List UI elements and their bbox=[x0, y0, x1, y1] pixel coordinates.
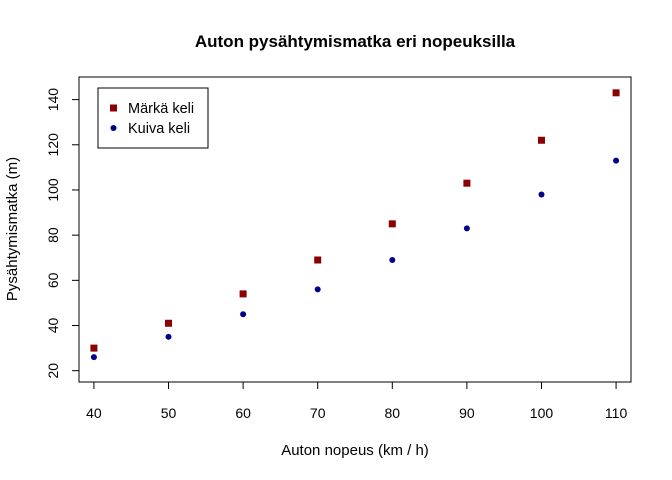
x-tick-label: 70 bbox=[310, 405, 326, 421]
point-marka-keli bbox=[90, 344, 98, 352]
x-tick-label: 80 bbox=[385, 405, 401, 421]
point-marka-keli bbox=[388, 220, 396, 228]
point-kuiva-keli bbox=[165, 333, 172, 340]
legend-box bbox=[97, 87, 209, 149]
data-points bbox=[90, 89, 620, 361]
point-kuiva-keli bbox=[90, 354, 97, 361]
legend-label: Kuiva keli bbox=[128, 121, 190, 137]
y-tick-label: 60 bbox=[45, 272, 61, 288]
point-kuiva-keli bbox=[240, 311, 247, 318]
point-marka-keli bbox=[537, 136, 545, 144]
legend-label: Märkä keli bbox=[128, 101, 194, 117]
x-tick-label: 110 bbox=[605, 405, 628, 421]
point-marka-keli bbox=[463, 179, 471, 187]
point-kuiva-keli bbox=[613, 157, 620, 164]
chart-title: Auton pysähtymismatka eri nopeuksilla bbox=[195, 32, 516, 51]
x-tick-label: 90 bbox=[459, 405, 475, 421]
legend: Märkä keli Kuiva keli bbox=[97, 87, 209, 149]
y-tick-label: 140 bbox=[45, 88, 61, 112]
point-kuiva-keli bbox=[314, 286, 321, 293]
point-marka-keli bbox=[314, 256, 322, 264]
x-tick-label: 60 bbox=[235, 405, 251, 421]
y-tick-label: 120 bbox=[45, 133, 61, 157]
legend-marker-kuiva-keli bbox=[110, 125, 117, 131]
x-axis-label: Auton nopeus (km / h) bbox=[281, 442, 429, 459]
y-tick-label: 20 bbox=[45, 363, 61, 379]
point-kuiva-keli bbox=[538, 191, 545, 198]
point-marka-keli bbox=[612, 89, 620, 97]
y-tick-label: 80 bbox=[45, 227, 61, 243]
point-kuiva-keli bbox=[463, 225, 470, 232]
point-marka-keli bbox=[239, 290, 247, 298]
x-tick-label: 100 bbox=[530, 405, 554, 421]
point-kuiva-keli bbox=[389, 257, 396, 263]
legend-marker-marka-keli bbox=[110, 104, 117, 112]
y-axis-label: Pysähtymismatka (m) bbox=[4, 157, 21, 301]
x-axis: 40 50 60 70 80 90 100 110 bbox=[86, 381, 628, 421]
x-tick-label: 50 bbox=[161, 405, 177, 421]
y-tick-label: 100 bbox=[45, 178, 61, 202]
x-tick-label: 40 bbox=[86, 405, 102, 421]
y-tick-label: 40 bbox=[45, 318, 61, 334]
point-marka-keli bbox=[165, 319, 173, 327]
y-axis: 20 40 60 80 100 120 140 bbox=[45, 88, 80, 379]
